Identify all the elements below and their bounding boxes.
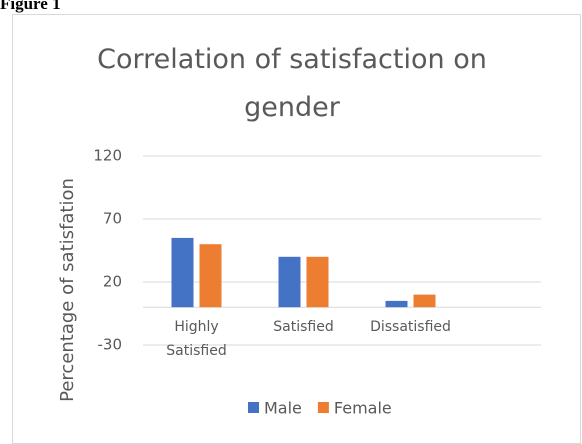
chart-title: Correlation of satisfaction on gender [97, 44, 487, 123]
y-tick-label: 20 [103, 273, 122, 291]
bar [306, 256, 329, 308]
y-axis-label: Percentage of satisfation [57, 178, 78, 402]
y-tick-label: -30 [98, 336, 123, 354]
legend-label: Male [264, 399, 302, 418]
legend-label: Female [334, 399, 392, 418]
x-tick-label: Highly Satisfied [166, 319, 227, 360]
x-tick-label: Dissatisfied [370, 319, 451, 336]
bar [199, 244, 222, 308]
x-tick-label-box: Highly Satisfied [166, 319, 227, 360]
legend-swatch [317, 402, 329, 413]
bar [385, 300, 408, 308]
y-tick-label: 120 [93, 147, 122, 165]
x-tick-label-box: Satisfied [273, 319, 334, 336]
bar [413, 294, 436, 308]
figure-label: Figure 1 [0, 0, 61, 13]
x-tick-label-box: Dissatisfied [370, 319, 451, 336]
legend-swatch [248, 402, 259, 413]
bar [171, 237, 194, 308]
x-tick-label: Satisfied [273, 319, 334, 336]
y-tick-label: 70 [103, 210, 122, 228]
bar [278, 256, 301, 308]
